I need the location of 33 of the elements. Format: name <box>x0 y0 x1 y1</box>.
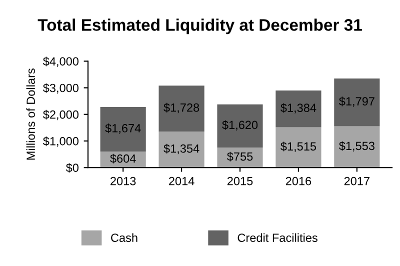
x-tick-label: 2016 <box>286 176 312 186</box>
y-tick-label: $3,000 <box>42 83 79 94</box>
x-tick-label: 2014 <box>169 176 194 186</box>
bar <box>100 106 146 152</box>
bar <box>217 104 263 148</box>
data-label: $1,674 <box>105 124 141 134</box>
y-tick-label: $4,000 <box>42 56 79 67</box>
data-label: $1,620 <box>222 120 258 131</box>
legend-label: Cash <box>111 233 138 242</box>
y-axis-title: Millions of Dollars <box>26 68 35 160</box>
bar <box>158 132 204 168</box>
x-tick-label: 2015 <box>227 176 253 186</box>
bar <box>334 78 380 126</box>
x-tick-label: 2013 <box>110 176 136 186</box>
bar <box>158 86 204 132</box>
bar <box>334 126 380 168</box>
y-tick-label: $1,000 <box>42 136 79 147</box>
legend-label: Credit Facilities <box>238 233 318 242</box>
data-label: $755 <box>226 152 253 162</box>
data-label: $1,728 <box>164 102 200 114</box>
y-tick-label: $2,000 <box>42 110 79 120</box>
chart-title: Total Estimated Liquidity at December 31 <box>38 18 362 34</box>
bar <box>276 90 322 128</box>
data-label: $604 <box>110 154 136 164</box>
data-label: $1,553 <box>339 141 374 152</box>
data-label: $1,354 <box>164 144 200 154</box>
data-label: $1,384 <box>280 103 316 114</box>
bar <box>217 147 263 168</box>
bar <box>276 127 322 168</box>
data-label: $1,797 <box>339 96 374 107</box>
x-tick-label: 2017 <box>344 176 370 186</box>
data-label: $1,515 <box>280 142 316 152</box>
y-tick-label: $0 <box>66 163 79 173</box>
